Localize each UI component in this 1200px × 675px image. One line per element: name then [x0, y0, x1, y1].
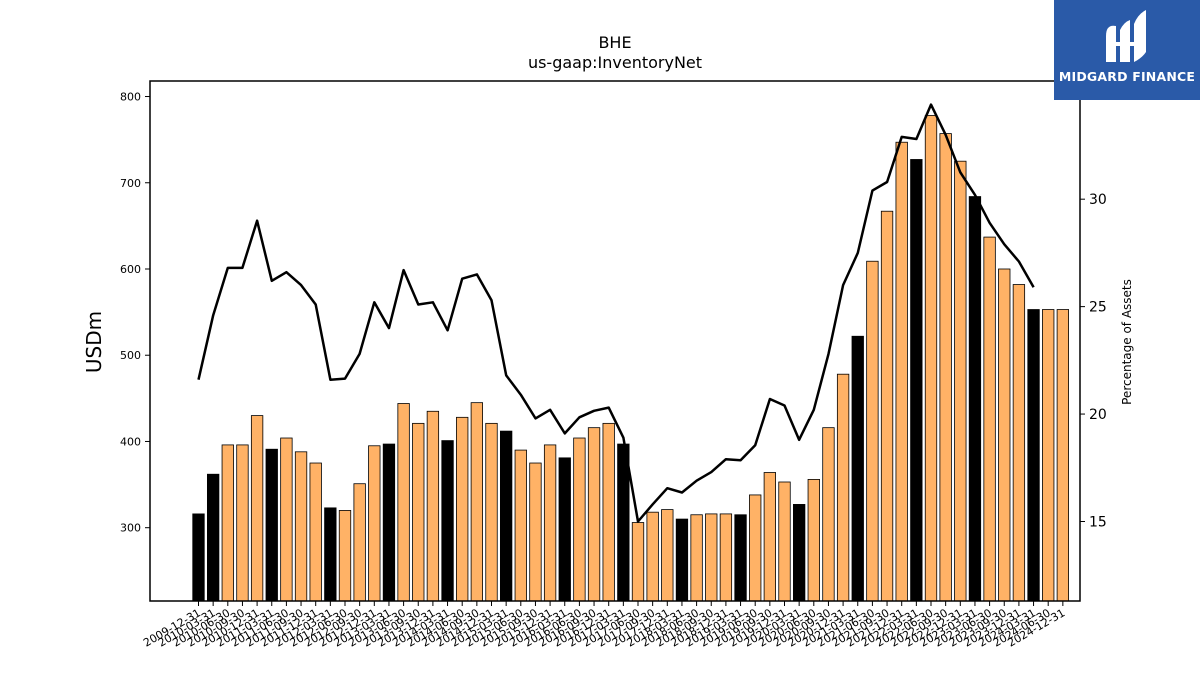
- bar: [968, 196, 982, 602]
- bar: [631, 522, 645, 602]
- bar: [705, 513, 718, 602]
- bar: [793, 504, 806, 602]
- bar: [661, 509, 674, 602]
- bar: [822, 427, 835, 602]
- bar: [353, 483, 366, 602]
- y-axis: 300 400 500 600 700 800: [120, 91, 150, 535]
- series-line: [197, 103, 1035, 523]
- bar: [368, 445, 381, 602]
- bar: [851, 335, 864, 602]
- bar: [998, 268, 1011, 602]
- y2-axis-label: Percentage of Assets: [1120, 279, 1134, 405]
- bar: [866, 260, 879, 602]
- bar: [543, 444, 557, 602]
- bar: [602, 422, 615, 602]
- bar: [807, 479, 820, 602]
- bar: [456, 416, 469, 602]
- brand-name: MIDGARD FINANCE: [1058, 69, 1196, 84]
- bar: [924, 115, 938, 602]
- bar: [573, 437, 586, 602]
- bar: [412, 422, 425, 602]
- bar: [441, 440, 454, 602]
- bar: [426, 410, 440, 602]
- bar: [470, 402, 484, 602]
- bar: [221, 444, 234, 602]
- y-tick-label: 300: [120, 522, 141, 535]
- chart-subtitle: us-gaap:InventoryNet: [528, 53, 702, 72]
- bar: [206, 473, 220, 602]
- bar: [778, 481, 791, 602]
- plot-frame: [149, 80, 1081, 602]
- bar: [749, 494, 762, 602]
- bar: [397, 403, 410, 602]
- bar: [646, 511, 659, 602]
- bar: [1027, 309, 1040, 602]
- bar: [734, 514, 747, 602]
- bar: [280, 437, 293, 602]
- line-series: [197, 103, 1035, 523]
- y2-tick-label: 25: [1089, 300, 1107, 316]
- bar: [719, 513, 733, 602]
- y-tick-label: 400: [120, 435, 141, 448]
- bar: [1042, 309, 1055, 602]
- bar: [880, 210, 894, 602]
- bar: [499, 430, 513, 602]
- y2-axis: 15 20 25 30: [1080, 192, 1107, 530]
- bar: [954, 160, 967, 602]
- bar: [1012, 284, 1026, 602]
- bar: [236, 444, 249, 602]
- bar: [250, 415, 264, 602]
- bar: [939, 133, 952, 602]
- y2-tick-label: 20: [1089, 407, 1107, 423]
- bar: [514, 449, 527, 602]
- brand-logo: MIDGARD FINANCE: [1054, 0, 1200, 100]
- y-tick-label: 800: [120, 91, 141, 104]
- bar: [382, 443, 396, 602]
- bar-series: [192, 115, 1069, 602]
- y-tick-label: 500: [120, 349, 141, 362]
- midgard-mark-icon: [1106, 10, 1146, 62]
- bar: [309, 462, 322, 602]
- bar: [675, 518, 689, 602]
- bar: [529, 462, 542, 602]
- bar: [895, 141, 908, 602]
- y2-tick-label: 30: [1089, 192, 1107, 208]
- bar: [587, 427, 601, 602]
- bar: [294, 451, 308, 602]
- bar: [324, 507, 337, 602]
- y2-tick-label: 15: [1089, 514, 1107, 530]
- y-tick-label: 700: [120, 177, 141, 190]
- bar: [690, 514, 703, 602]
- bar: [763, 472, 776, 602]
- bar: [1056, 309, 1069, 602]
- bar: [265, 448, 278, 602]
- bar: [836, 373, 850, 602]
- chart-title: BHE: [598, 33, 631, 52]
- bar: [983, 236, 996, 602]
- bar: [192, 513, 205, 602]
- y-axis-label: USDm: [82, 311, 106, 373]
- bar: [558, 457, 571, 602]
- bar: [338, 510, 352, 602]
- y-tick-label: 600: [120, 263, 141, 276]
- bar: [910, 159, 923, 602]
- x-axis: 2009-12-312010-03-312010-06-302010-09-30…: [141, 601, 1067, 650]
- bar: [485, 422, 498, 602]
